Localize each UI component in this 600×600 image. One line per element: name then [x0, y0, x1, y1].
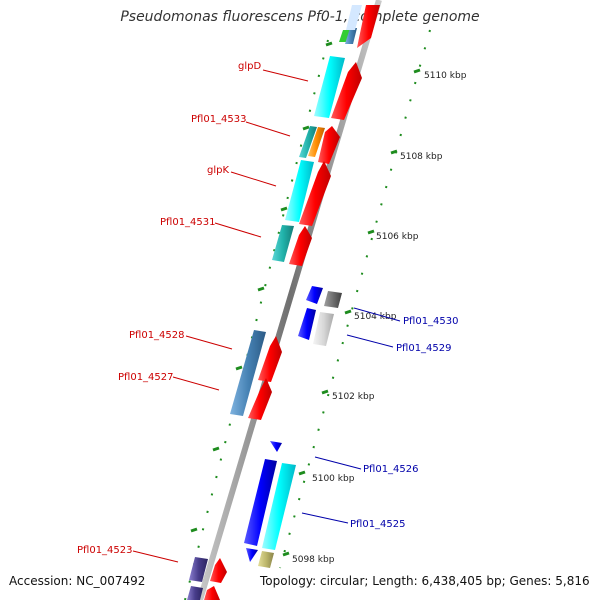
tick-mark	[413, 68, 421, 74]
cds-4526-blue-arrow[interactable]	[270, 441, 282, 452]
tick-label: 5098 kbp	[292, 555, 335, 565]
cds-4533-teal[interactable]	[299, 126, 317, 158]
cds-4533-orange[interactable]	[308, 127, 325, 157]
cds-glpK-red[interactable]	[299, 161, 331, 226]
gene-label-Pfl01_4526[interactable]: Pfl01_4526	[363, 464, 419, 475]
dash-mark	[302, 125, 310, 131]
cds-4531-teal[interactable]	[272, 225, 294, 262]
tick-mark	[367, 229, 375, 235]
cds-4527-red[interactable]	[248, 378, 272, 420]
tick-mark	[298, 470, 306, 476]
inner-ruler	[184, 39, 329, 600]
gene-label-Pfl01_4527[interactable]: Pfl01_4527	[118, 372, 174, 383]
leader-line	[301, 512, 349, 524]
scale-ticks: 5110 kbp 5108 kbp 5106 kbp 5104 kbp 5102…	[282, 68, 467, 565]
cds-top-blue[interactable]	[345, 28, 357, 44]
gene-label-Pfl01_4531[interactable]: Pfl01_4531	[160, 217, 216, 228]
tick-mark	[321, 389, 329, 395]
tick-mark	[390, 149, 398, 155]
tick-label: 5100 kbp	[312, 474, 355, 484]
cds-4528-red[interactable]	[258, 336, 282, 382]
tick-mark	[282, 551, 290, 557]
gene-label-Pfl01_4525[interactable]: Pfl01_4525	[350, 519, 406, 530]
leader-line	[132, 550, 179, 563]
reverse-labels: glpD Pfl01_4533 glpK Pfl01_4531 Pfl01_45…	[77, 61, 309, 563]
dash-mark	[325, 41, 333, 47]
dash-mark	[235, 365, 243, 371]
gene-label-glpD[interactable]: glpD	[238, 61, 261, 72]
tick-label: 5104 kbp	[354, 312, 397, 322]
cds-4528-steelblue[interactable]	[230, 330, 266, 416]
genome-summary-text: Topology: circular; Length: 6,438,405 bp…	[260, 574, 590, 588]
cds-glpK-cyan[interactable]	[285, 160, 314, 222]
cds-4525-cyan[interactable]	[262, 463, 296, 550]
leader-line	[353, 307, 401, 322]
cds-4530-grey[interactable]	[324, 291, 342, 308]
scale-ruler	[279, 29, 431, 569]
gene-label-glpK[interactable]: glpK	[207, 165, 229, 176]
leader-line	[245, 121, 291, 137]
cds-glpD-cyan[interactable]	[314, 56, 345, 118]
map-title: Pseudomonas fluorescens Pf0-1, complete …	[120, 9, 480, 25]
cds-4523-purple[interactable]	[189, 557, 208, 582]
leader-line	[346, 334, 394, 348]
leader-line	[262, 69, 309, 82]
cds-bottom-red[interactable]	[204, 586, 220, 600]
gene-label-Pfl01_4523[interactable]: Pfl01_4523	[77, 545, 133, 556]
gene-label-Pfl01_4533[interactable]: Pfl01_4533	[191, 114, 247, 125]
cds-4530-blue[interactable]	[306, 286, 323, 304]
tick-label: 5102 kbp	[332, 392, 375, 402]
cds-4525-blue[interactable]	[244, 459, 277, 546]
cds-khaki-small[interactable]	[258, 551, 274, 568]
cds-4531-red[interactable]	[289, 226, 312, 266]
cds-4529-blue[interactable]	[298, 308, 316, 340]
cds-4523-red[interactable]	[210, 558, 227, 583]
forward-labels: Pfl01_4530 Pfl01_4529 Pfl01_4526 Pfl01_4…	[301, 307, 459, 530]
tick-mark	[344, 309, 352, 315]
cds-4529-light[interactable]	[313, 312, 334, 346]
dash-mark	[212, 446, 220, 452]
cds-glpD-red[interactable]	[331, 62, 362, 120]
tick-label: 5108 kbp	[400, 152, 443, 162]
leader-line	[172, 376, 220, 391]
accession-text: Accession: NC_007492	[9, 574, 146, 588]
cds-top-pale[interactable]	[346, 5, 362, 30]
gene-label-Pfl01_4529[interactable]: Pfl01_4529	[396, 343, 452, 354]
leader-line	[214, 222, 262, 238]
leader-line	[314, 456, 362, 470]
tick-label: 5110 kbp	[424, 71, 467, 81]
dash-mark	[280, 206, 288, 212]
left-dashes	[190, 41, 333, 533]
leader-line	[230, 171, 277, 187]
dash-mark	[190, 527, 198, 533]
tick-label: 5106 kbp	[376, 232, 419, 242]
cds-blue-small[interactable]	[246, 548, 258, 562]
cds-top-red[interactable]	[357, 5, 380, 48]
gene-label-Pfl01_4528[interactable]: Pfl01_4528	[129, 330, 185, 341]
dash-mark	[257, 286, 265, 292]
cds-4533-red[interactable]	[318, 126, 340, 164]
leader-line	[185, 335, 233, 350]
gene-label-Pfl01_4530[interactable]: Pfl01_4530	[403, 316, 459, 327]
cds-bottom-purple[interactable]	[187, 586, 203, 600]
